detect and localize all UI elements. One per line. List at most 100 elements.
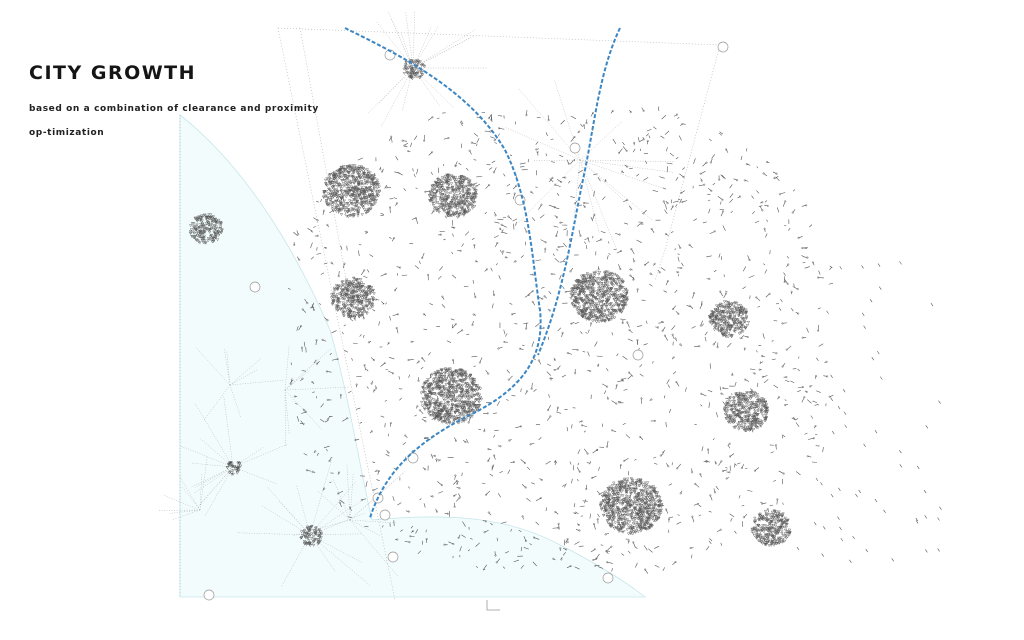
network-cell: [655, 493, 659, 497]
network-cell: [421, 386, 425, 390]
network-cell: [214, 233, 218, 236]
network-cell: [440, 176, 445, 180]
network-cell: [720, 332, 725, 336]
network-cell: [785, 530, 789, 534]
network-node: [790, 290, 793, 293]
network-cell: [610, 523, 614, 527]
network-cell: [445, 197, 449, 201]
network-cell: [357, 314, 361, 318]
network-cell: [625, 528, 629, 532]
network-cell: [370, 178, 374, 182]
network-cell: [467, 203, 471, 207]
network-cell: [585, 307, 589, 311]
network-cell: [617, 521, 621, 525]
network-cell: [742, 318, 746, 322]
network-cell: [622, 514, 626, 518]
network-cell: [460, 212, 464, 216]
network-cell: [360, 173, 365, 177]
network-cell: [784, 526, 788, 529]
network-cell: [621, 280, 625, 284]
network-cell: [635, 521, 639, 525]
network-cell: [335, 293, 340, 297]
network-node: [326, 319, 329, 322]
network-cell: [756, 398, 760, 402]
network-cell: [332, 291, 336, 295]
network-cell: [435, 184, 440, 188]
network-cell: [623, 519, 627, 523]
network-cell: [757, 535, 761, 539]
network-cell: [735, 323, 739, 326]
network-cell: [755, 399, 760, 403]
network-cell: [351, 300, 356, 304]
network-cell: [646, 492, 650, 496]
network-cell: [739, 397, 743, 401]
network-cell: [445, 213, 450, 217]
network-cell: [601, 278, 605, 282]
network-cell: [611, 291, 615, 294]
network-cell: [218, 225, 223, 229]
network-cell: [762, 518, 766, 522]
guide-line: [654, 249, 666, 281]
network-cell: [458, 379, 462, 383]
network-cell: [430, 411, 435, 415]
network-cell: [615, 278, 619, 281]
network-cell: [617, 511, 622, 514]
network-cell: [310, 525, 314, 528]
network-cell: [444, 198, 448, 202]
network-cell: [335, 194, 339, 198]
network-cell: [650, 500, 654, 504]
network-cell: [411, 67, 415, 71]
network-cell: [733, 330, 737, 334]
network-cell: [768, 518, 772, 522]
network-cell: [332, 177, 336, 181]
guide-line: [229, 369, 258, 386]
network-cell: [605, 519, 609, 523]
network-cell: [426, 385, 430, 388]
network-cell: [350, 195, 354, 199]
network-cell: [617, 305, 621, 309]
network-cell: [779, 526, 783, 530]
network-cell: [431, 204, 436, 207]
network-cell: [622, 517, 626, 520]
network-cell: [229, 471, 234, 475]
network-cell: [722, 321, 726, 325]
network-cell: [369, 187, 373, 191]
network-cell: [477, 387, 481, 391]
network-cell: [577, 280, 581, 284]
network-cell: [429, 388, 433, 391]
network-cell: [438, 179, 442, 183]
guide-line: [284, 370, 310, 391]
network-cell: [613, 294, 617, 298]
network-cell: [367, 180, 371, 184]
network-cell: [606, 519, 610, 522]
network-cell: [347, 184, 351, 188]
network-cell: [772, 536, 776, 540]
network-cell: [601, 284, 606, 288]
network-cell: [638, 527, 642, 530]
network-cell: [734, 408, 739, 412]
network-cell: [643, 485, 647, 489]
network-cell: [463, 197, 467, 201]
network-cell: [356, 206, 360, 209]
network-cell: [451, 377, 455, 381]
network-cell: [196, 226, 200, 230]
network-cell: [748, 404, 753, 408]
network-cell: [342, 314, 346, 318]
network-cell: [742, 405, 747, 409]
network-cell: [599, 287, 603, 291]
network-cell: [584, 284, 588, 288]
network-cell: [597, 273, 601, 276]
network-cell: [614, 484, 618, 487]
network-cell: [427, 410, 432, 414]
network-cell: [438, 372, 442, 376]
network-cell: [371, 303, 375, 306]
network-cell: [217, 222, 221, 226]
network-cell: [602, 513, 606, 517]
network-cell: [370, 290, 375, 294]
network-cell: [605, 303, 609, 307]
network-cell: [470, 396, 474, 399]
network-cell: [371, 298, 376, 302]
network-cell: [476, 388, 480, 392]
network-cell: [584, 309, 588, 313]
network-cell: [616, 492, 620, 495]
